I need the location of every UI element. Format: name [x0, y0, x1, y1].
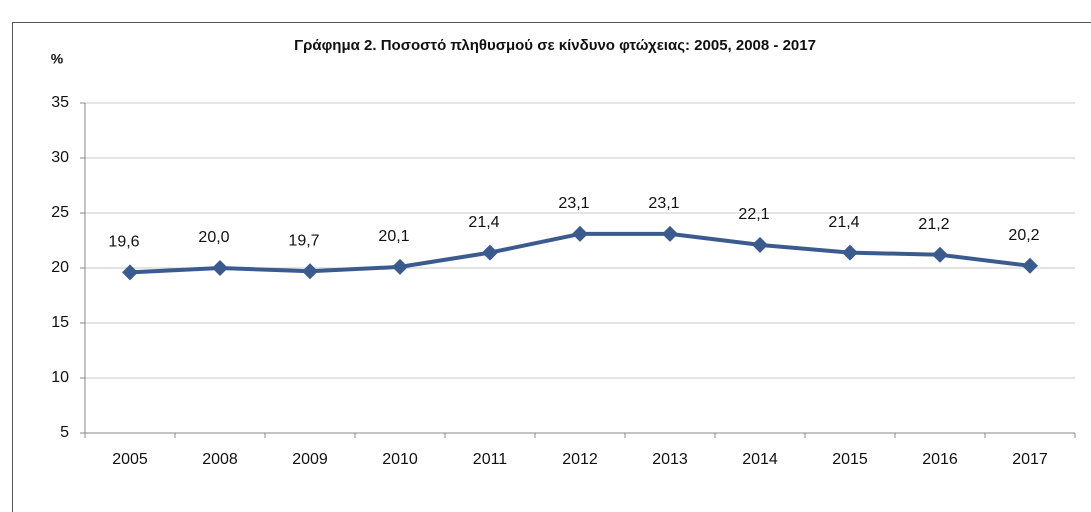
x-tick-label: 2016	[922, 451, 958, 468]
x-tick-label: 2009	[292, 451, 328, 468]
x-tick-label: 2014	[742, 451, 778, 468]
marker	[662, 225, 678, 242]
marker	[482, 244, 498, 261]
marker	[932, 246, 948, 263]
y-tick-label: 15	[51, 314, 69, 331]
y-tick-label: 30	[51, 149, 69, 166]
chart-frame	[12, 22, 1091, 512]
marker	[212, 260, 228, 276]
value-label: 19,6	[108, 234, 139, 251]
marker	[842, 244, 858, 261]
y-tick-label: 5	[60, 424, 69, 441]
value-label: 21,2	[918, 216, 949, 233]
y-tick-label: 35	[51, 94, 69, 111]
x-tick-label: 2013	[652, 451, 688, 468]
marker	[1022, 257, 1038, 274]
value-label: 20,1	[378, 228, 409, 245]
y-tick-label: 10	[51, 369, 69, 386]
y-tick-label: 25	[51, 204, 69, 221]
x-tick-label: 2008	[202, 451, 238, 468]
value-label: 21,4	[468, 214, 499, 231]
value-label: 23,1	[558, 195, 589, 212]
x-tick-label: 2015	[832, 451, 868, 468]
marker	[752, 236, 768, 253]
chart-title: Γράφημα 2. Ποσοστό πληθυσμού σε κίνδυνο …	[294, 37, 816, 54]
x-tick-label: 2011	[473, 451, 508, 468]
y-axis-label: %	[51, 51, 64, 67]
x-tick-label: 2010	[382, 451, 418, 468]
marker	[392, 258, 408, 275]
x-tick-label: 2017	[1012, 451, 1048, 468]
value-label: 21,4	[828, 214, 859, 231]
marker	[572, 225, 588, 242]
marker	[122, 264, 138, 281]
x-tick-label: 2005	[112, 451, 148, 468]
value-label: 20,2	[1008, 227, 1039, 244]
marker	[302, 263, 318, 280]
y-tick-label: 20	[51, 259, 69, 276]
x-tick-label: 2012	[562, 451, 598, 468]
value-label: 19,7	[288, 233, 319, 250]
value-label: 22,1	[738, 206, 769, 223]
value-label: 20,0	[198, 229, 229, 246]
value-label: 23,1	[648, 195, 679, 212]
